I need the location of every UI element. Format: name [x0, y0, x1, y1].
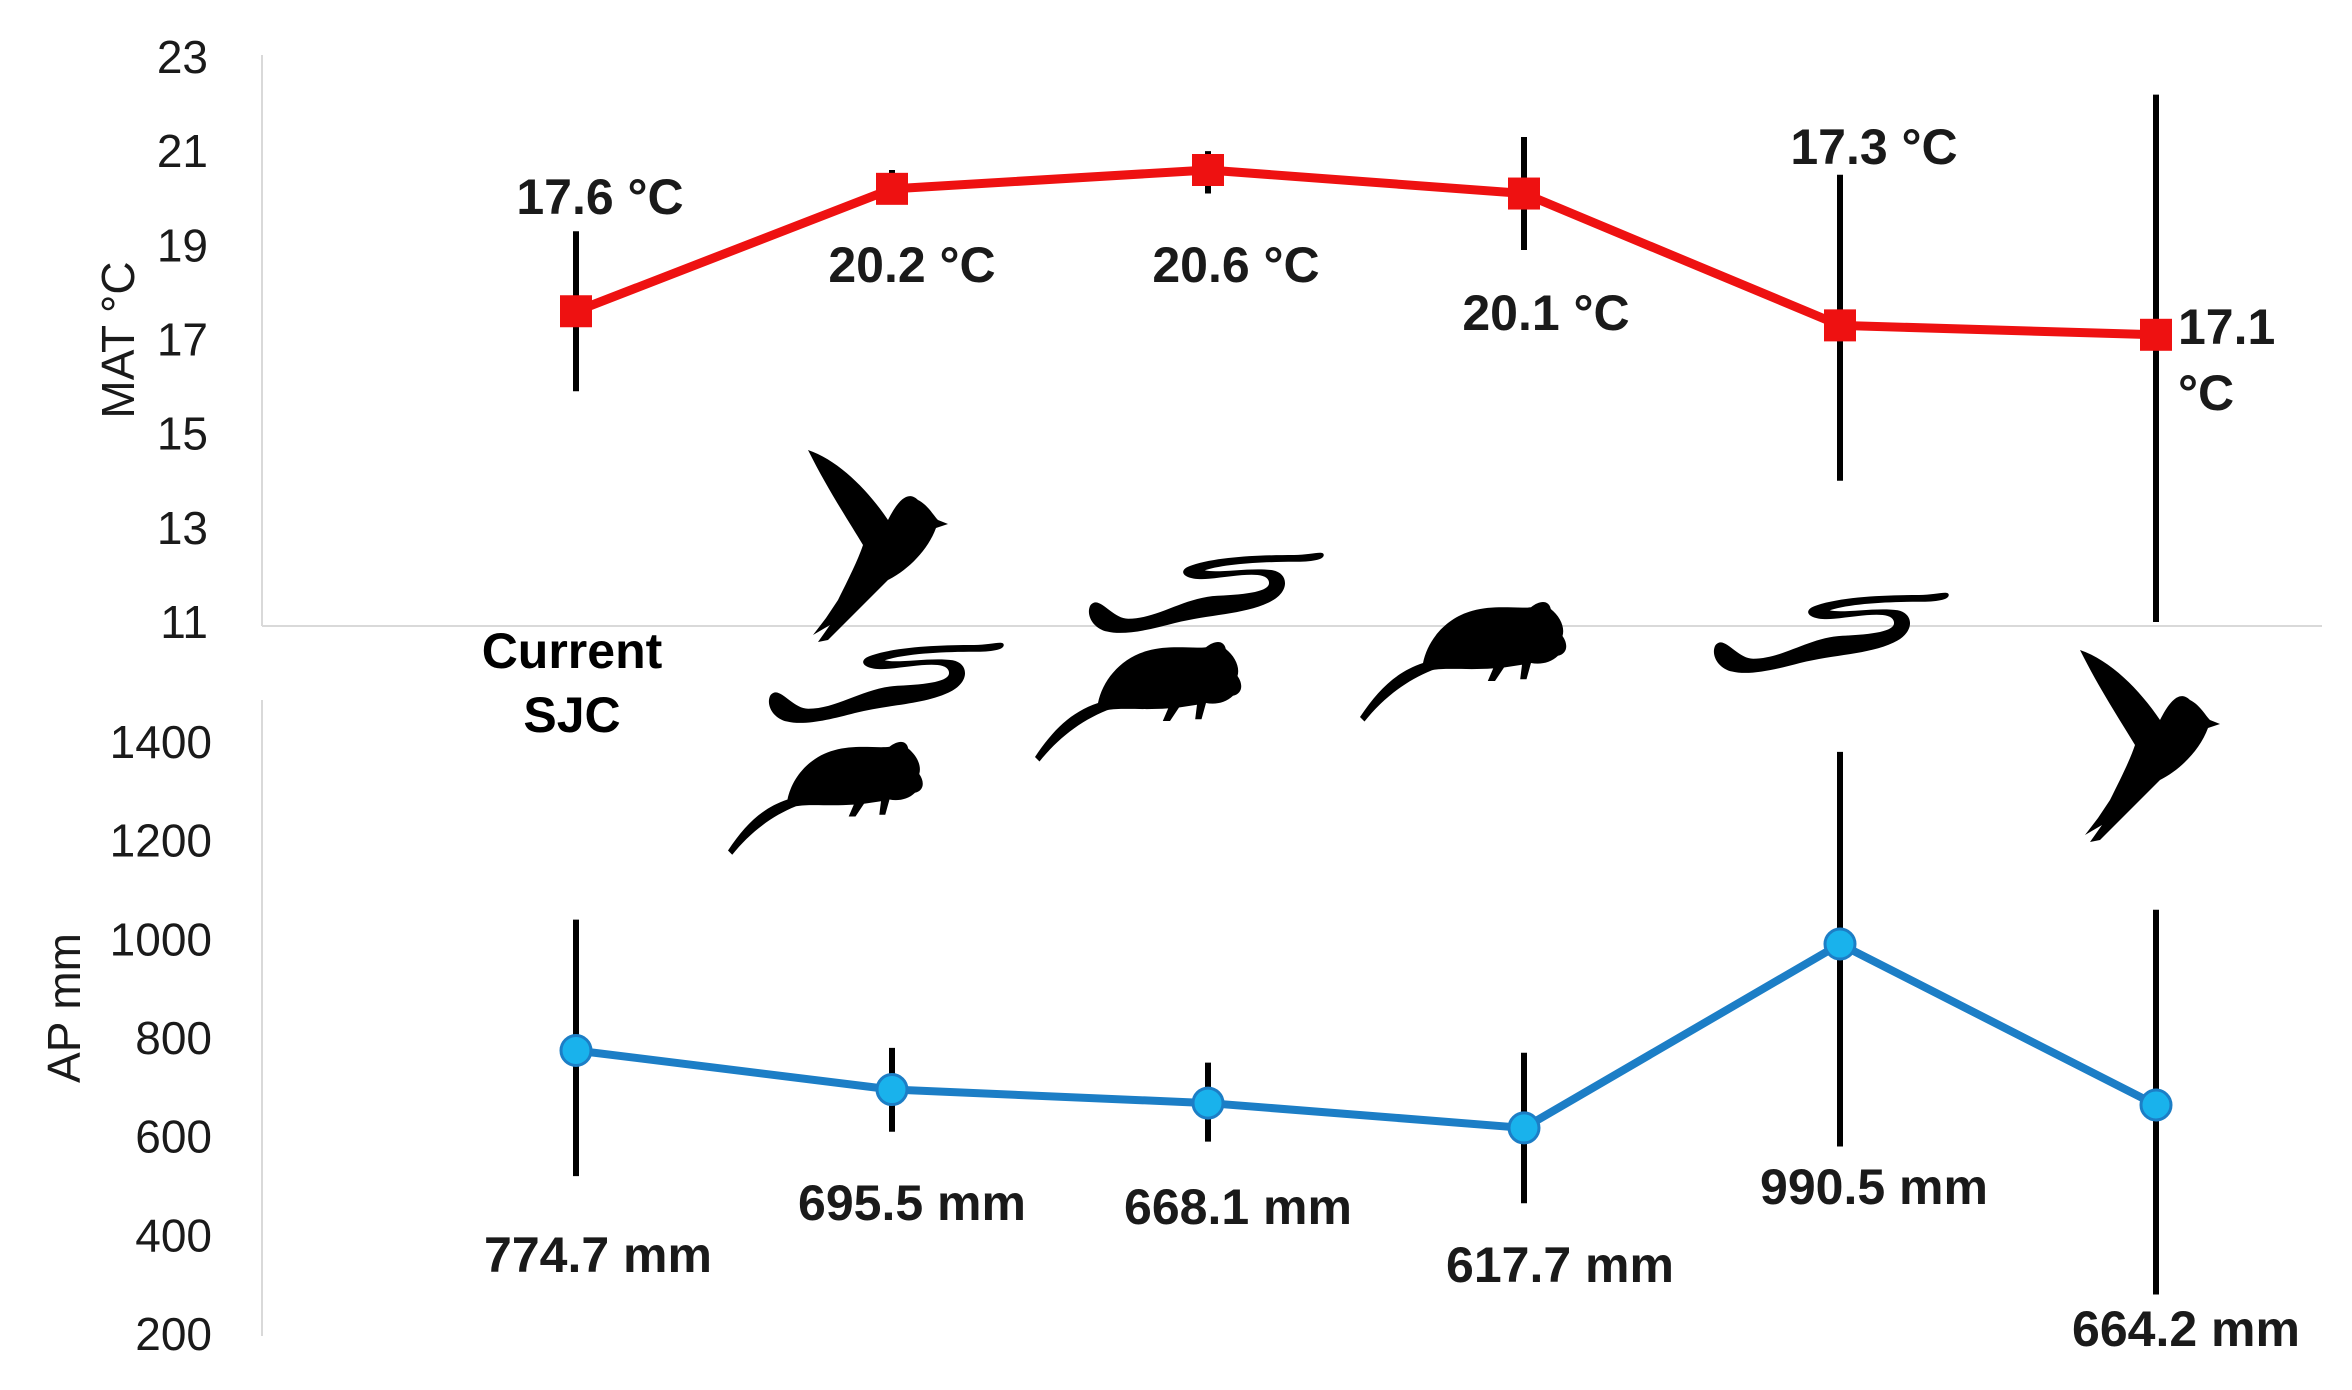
ap-data-point [1823, 927, 1857, 961]
ap-data-point [875, 1073, 909, 1107]
current-sjc-label-line1: Current [482, 623, 663, 679]
ap-data-point [2139, 1088, 2173, 1122]
ap-y-tick-label: 400 [135, 1209, 212, 1261]
ap-data-label: 774.7 mm [484, 1227, 712, 1283]
rodent-silhouette-icon [728, 741, 923, 855]
mat-y-tick-label: 15 [157, 408, 208, 460]
ap-y-axis-title: AP mm [38, 933, 90, 1083]
bird-silhouette-icon [808, 450, 948, 642]
mat-data-point [876, 172, 908, 205]
mat-data-label: 17.1 [2178, 299, 2275, 355]
ap-data-label: 695.5 mm [798, 1175, 1026, 1231]
mat-y-tick-label: 19 [157, 219, 208, 271]
mat-data-point [1508, 177, 1540, 210]
mat-y-tick-label: 21 [157, 125, 208, 177]
mat-data-point [560, 295, 592, 328]
snake-silhouette-icon [768, 642, 1004, 723]
mat-y-tick-label: 23 [157, 31, 208, 83]
ap-y-tick-label: 1000 [110, 913, 212, 965]
mat-data-label: 17.6 °C [516, 169, 683, 225]
mat-series-line [574, 165, 2157, 340]
ap-y-tick-label: 1400 [110, 716, 212, 768]
mat-data-label-unit: °C [2178, 365, 2234, 421]
mat-data-point [2140, 318, 2172, 351]
snake-silhouette-icon [1088, 552, 1324, 633]
ap-data-label: 617.7 mm [1446, 1237, 1674, 1293]
ap-y-tick-label: 200 [135, 1308, 212, 1360]
ap-data-label: 990.5 mm [1760, 1159, 1988, 1215]
ap-data-point [1191, 1086, 1225, 1120]
mat-y-axis-title: MAT °C [92, 261, 144, 418]
mat-data-point [1824, 309, 1856, 342]
mat-data-label: 20.2 °C [828, 237, 995, 293]
bird-silhouette-icon [2080, 650, 2220, 842]
ap-data-point [559, 1033, 593, 1067]
rodent-silhouette-icon [1360, 602, 1567, 722]
rodent-silhouette-icon [1035, 642, 1242, 762]
mat-data-label: 20.1 °C [1462, 285, 1629, 341]
ap-data-label: 668.1 mm [1124, 1179, 1352, 1235]
ap-series-line [575, 940, 2158, 1132]
mat-data-point [1192, 154, 1224, 186]
ap-y-tick-label: 800 [135, 1012, 212, 1064]
snake-silhouette-icon [1713, 592, 1949, 673]
mat-y-tick-label: 13 [157, 502, 208, 554]
mat-data-label: 17.3 °C [1790, 119, 1957, 175]
mat-y-tick-label: 17 [157, 314, 208, 366]
ap-data-point [1507, 1111, 1541, 1145]
ap-data-label: 664.2 mm [2072, 1301, 2300, 1357]
ap-y-tick-label: 1200 [110, 815, 212, 867]
mat-y-tick-label: 11 [160, 596, 208, 648]
mat-panel: 23 21 19 17 15 13 11 MAT °C 17.6 °C 20.2 °C 20.6… [92, 31, 2322, 648]
ap-y-tick-label: 600 [135, 1111, 212, 1163]
mat-data-label: 20.6 °C [1152, 237, 1319, 293]
ap-panel: 1400 1200 1000 800 600 400 200 AP mm 774.7 mm 6… [38, 700, 2300, 1360]
current-sjc-label-line2: SJC [523, 687, 620, 743]
